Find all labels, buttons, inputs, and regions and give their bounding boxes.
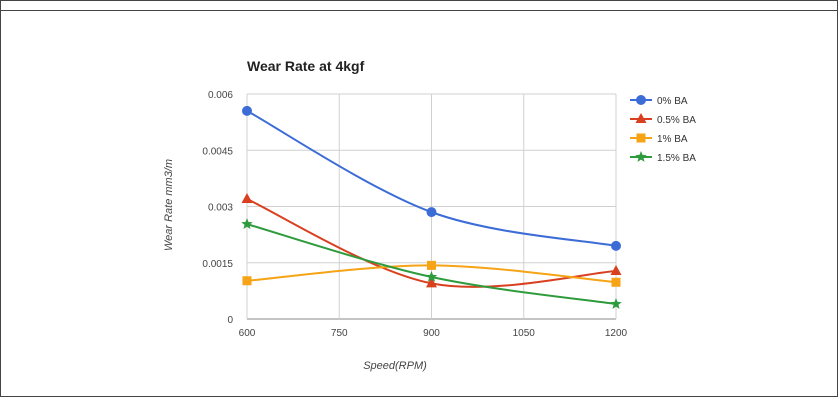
data-point [611,240,621,251]
data-point [611,277,621,287]
x-axis-ticks: 600 750 900 1050 1200 [239,328,628,339]
data-point [242,105,252,116]
y-tick-label: 0.003 [208,203,233,214]
y-tick-label: 0.0015 [202,259,233,270]
x-tick-label: 1200 [605,328,628,339]
data-point [426,277,437,288]
series-group [241,105,622,309]
legend-marker [636,95,646,105]
legend-label: 0.5% BA [657,115,696,126]
x-tick-label: 750 [331,328,348,339]
x-tick-label: 1050 [513,328,536,339]
data-point [241,218,253,229]
y-tick-label: 0 [227,315,233,326]
chart-title: Wear Rate at 4kgf [247,58,365,74]
data-point [610,265,622,275]
y-axis-title: Wear Rate mm3/m [163,159,175,251]
data-point [610,298,622,309]
legend-marker [636,133,646,143]
data-point [427,260,436,270]
legend-label: 1.5% BA [657,153,696,164]
top-divider [0,10,838,11]
y-axis-ticks: 0 0.0015 0.003 0.0045 0.006 [202,90,233,326]
data-point [242,276,252,286]
legend-label: 0% BA [657,96,688,107]
legend-marker [635,113,647,123]
legend-label: 1% BA [657,134,688,145]
x-tick-label: 600 [239,328,256,339]
y-tick-label: 0.006 [208,90,233,101]
x-axis-title: Speed(RPM) [363,360,427,372]
x-tick-label: 900 [423,328,440,339]
legend: 0% BA 0.5% BA 1% BA 1.5% BA [630,95,696,164]
legend-marker [635,151,647,162]
data-point [241,193,253,203]
y-tick-label: 0.0045 [202,146,233,157]
data-point [425,271,438,282]
data-point [426,207,437,218]
